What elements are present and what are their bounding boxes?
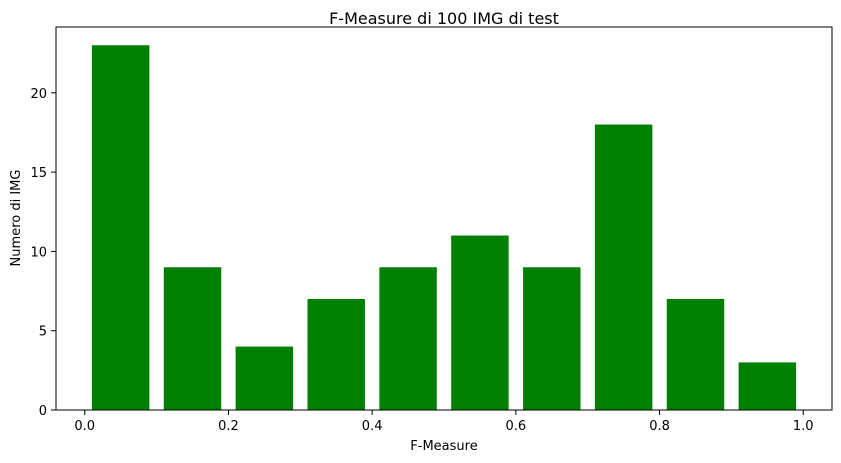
x-axis-ticks: 0.0 0.2 0.4 0.6 0.8 1.0 bbox=[74, 410, 814, 434]
bars-group bbox=[91, 45, 797, 410]
bar-3 bbox=[307, 298, 365, 410]
y-tick-label: 15 bbox=[30, 166, 47, 181]
y-tick-label: 0 bbox=[39, 404, 47, 419]
bar-9 bbox=[738, 362, 797, 410]
x-tick-label: 0.4 bbox=[362, 419, 383, 434]
x-tick-label: 0.6 bbox=[506, 419, 527, 434]
bar-6 bbox=[523, 267, 581, 410]
x-tick-label: 1.0 bbox=[793, 419, 814, 434]
x-tick-label: 0.0 bbox=[74, 419, 95, 434]
bar-5 bbox=[451, 235, 509, 410]
x-axis-label: F-Measure bbox=[410, 439, 477, 454]
bar-0 bbox=[91, 45, 150, 410]
y-axis-label: Numero di IMG bbox=[9, 170, 24, 267]
plot-frame bbox=[55, 26, 833, 411]
y-axis-ticks: 0 5 10 15 20 bbox=[30, 87, 56, 419]
y-tick-label: 10 bbox=[30, 245, 47, 260]
x-tick-label: 0.8 bbox=[649, 419, 670, 434]
y-tick-label: 5 bbox=[39, 325, 47, 340]
bar-4 bbox=[379, 267, 437, 410]
bar-7 bbox=[594, 124, 653, 410]
x-tick-label: 0.2 bbox=[218, 419, 239, 434]
chart-title: F-Measure di 100 IMG di test bbox=[329, 9, 559, 28]
bar-1 bbox=[163, 267, 222, 410]
bar-8 bbox=[666, 298, 725, 410]
bar-2 bbox=[235, 346, 294, 410]
y-tick-label: 20 bbox=[30, 87, 47, 102]
